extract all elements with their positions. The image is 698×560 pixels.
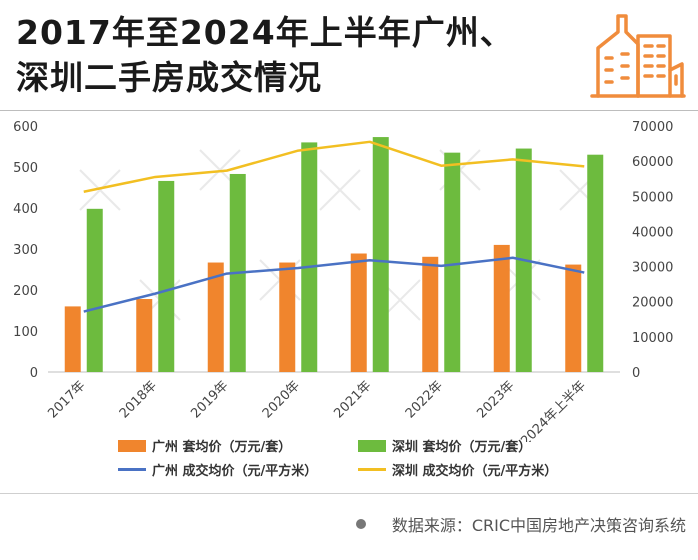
x-tick-label: 2021年 xyxy=(331,378,374,421)
title-line-2: 深圳二手房成交情况 xyxy=(16,58,322,97)
bar-guangzhou xyxy=(493,244,510,372)
y-right-tick-label: 40000 xyxy=(632,225,673,240)
footer-divider xyxy=(0,493,698,494)
bar-guangzhou xyxy=(64,306,81,372)
legend-label: 广州 套均价（万元/套） xyxy=(152,440,292,455)
x-tick-label: 2023年 xyxy=(474,378,517,421)
line-shenzhen xyxy=(83,140,585,193)
y-right-tick-label: 20000 xyxy=(632,296,673,311)
y-left-tick-label: 100 xyxy=(13,325,38,340)
legend-label: 深圳 套均价（万元/套） xyxy=(392,440,532,455)
legend: 广州 套均价（万元/套） 深圳 套均价（万元/套） 广州 成交均价（元/平方米）… xyxy=(118,436,578,486)
legend-item-sz-unit-price: 深圳 套均价（万元/套） xyxy=(358,436,531,455)
y-left-tick-label: 300 xyxy=(13,243,38,258)
legend-label: 广州 成交均价（元/平方米） xyxy=(152,464,318,479)
bar-guangzhou xyxy=(207,262,224,372)
legend-item-sz-avg-price: 深圳 成交均价（元/平方米） xyxy=(358,460,557,479)
building-icon xyxy=(590,14,686,98)
x-tick-label: 2020年 xyxy=(260,378,303,421)
bar-shenzhen xyxy=(372,137,389,372)
bar-guangzhou xyxy=(279,262,296,372)
title-divider xyxy=(0,110,698,111)
title-line-1: 2017年至2024年上半年广州、 xyxy=(16,13,514,52)
y-right-tick-label: 0 xyxy=(632,366,640,381)
y-left-tick-label: 400 xyxy=(13,202,38,217)
bar-guangzhou xyxy=(565,264,582,372)
bar-guangzhou xyxy=(136,299,153,372)
bar-shenzhen xyxy=(158,180,175,372)
chart: 0 100 200 300 400 500 600 0 10000 20000 30000 40000… xyxy=(13,120,673,442)
bar-guangzhou xyxy=(350,253,367,372)
bar-shenzhen xyxy=(587,154,604,372)
y-left-tick-label: 0 xyxy=(30,366,38,381)
y-left-tick-label: 200 xyxy=(13,284,38,299)
bullet-icon xyxy=(355,519,366,529)
y-right-tick-label: 70000 xyxy=(632,120,673,135)
line-guangzhou xyxy=(83,256,585,313)
y-right-tick-label: 60000 xyxy=(632,155,673,170)
x-tick-label: 2022年 xyxy=(403,378,446,421)
legend-item-gz-avg-price: 广州 成交均价（元/平方米） xyxy=(118,460,317,479)
bar-shenzhen xyxy=(86,208,103,372)
x-tick-label: 2018年 xyxy=(117,378,160,421)
y-right-tick-label: 10000 xyxy=(632,331,673,346)
source-text: 数据来源：CRIC中国房地产决策咨询系统 xyxy=(391,516,686,535)
x-tick-label: 2017年 xyxy=(45,378,88,421)
bar-guangzhou xyxy=(422,256,439,372)
bar-shenzhen xyxy=(301,142,318,372)
x-tick-label: 2024年上半年 xyxy=(518,378,589,442)
y-right-tick-label: 50000 xyxy=(632,190,673,205)
legend-label: 深圳 成交均价（元/平方米） xyxy=(392,464,558,479)
y-left-tick-label: 500 xyxy=(13,161,38,176)
legend-item-gz-unit-price: 广州 套均价（万元/套） xyxy=(118,436,291,455)
legend-swatch xyxy=(118,439,146,452)
legend-swatch xyxy=(118,468,146,471)
chart-title: 2017年至2024年上半年广州、 深圳二手房成交情况 xyxy=(16,10,514,100)
y-left-tick-label: 600 xyxy=(13,120,38,135)
y-right-tick-label: 30000 xyxy=(632,261,673,276)
x-tick-label: 2019年 xyxy=(188,378,231,421)
bar-shenzhen xyxy=(444,152,461,372)
source-note: 数据来源：CRIC中国房地产决策咨询系统 xyxy=(355,512,686,536)
legend-swatch xyxy=(358,439,386,452)
legend-swatch xyxy=(358,468,386,471)
